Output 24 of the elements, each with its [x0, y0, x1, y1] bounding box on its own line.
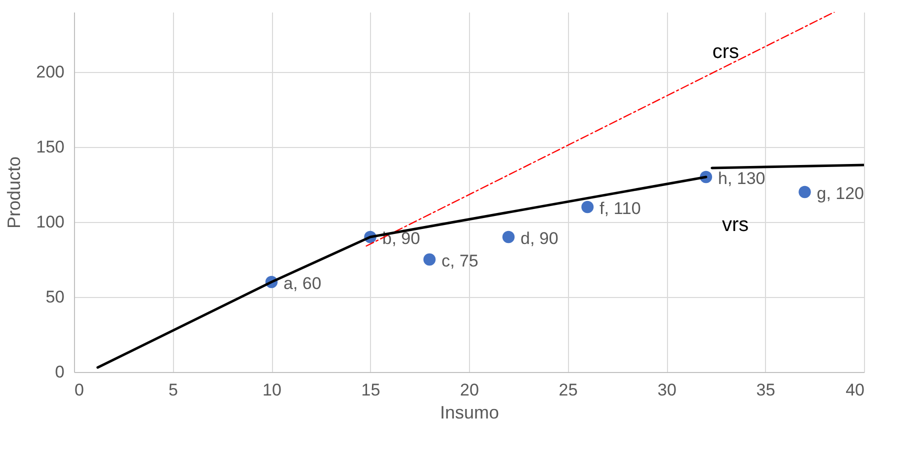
data-label: h, 130	[718, 169, 766, 188]
x-tick-label: 40	[846, 380, 864, 400]
x-tick-label: 10	[262, 380, 282, 400]
data-label: a, 60	[284, 274, 322, 293]
x-axis-title: Insumo	[440, 402, 500, 422]
text: vrs	[722, 214, 749, 236]
series-label: crs	[712, 41, 740, 63]
y-axis-title: Producto	[4, 156, 24, 229]
x-tick-label: 15	[361, 380, 380, 400]
x-tick-label: 30	[658, 380, 676, 400]
x-tick-label: 0	[74, 380, 84, 400]
data-label: f, 110	[600, 199, 641, 218]
y-tick-label: 100	[36, 212, 64, 232]
x-tick-label: 35	[756, 380, 776, 400]
x-tick-label: 25	[558, 380, 578, 400]
y-tick-label: 150	[36, 138, 64, 156]
y-tick-label: 0	[55, 362, 64, 382]
x-tick-label: 5	[168, 380, 178, 400]
data-label: d, 90	[520, 229, 558, 248]
data-label: c, 75	[442, 252, 478, 270]
x-tick-label: 20	[460, 380, 479, 400]
data-label: g, 120	[816, 184, 864, 203]
y-tick-label: 50	[46, 288, 64, 306]
y-tick-label: 200	[36, 62, 64, 82]
